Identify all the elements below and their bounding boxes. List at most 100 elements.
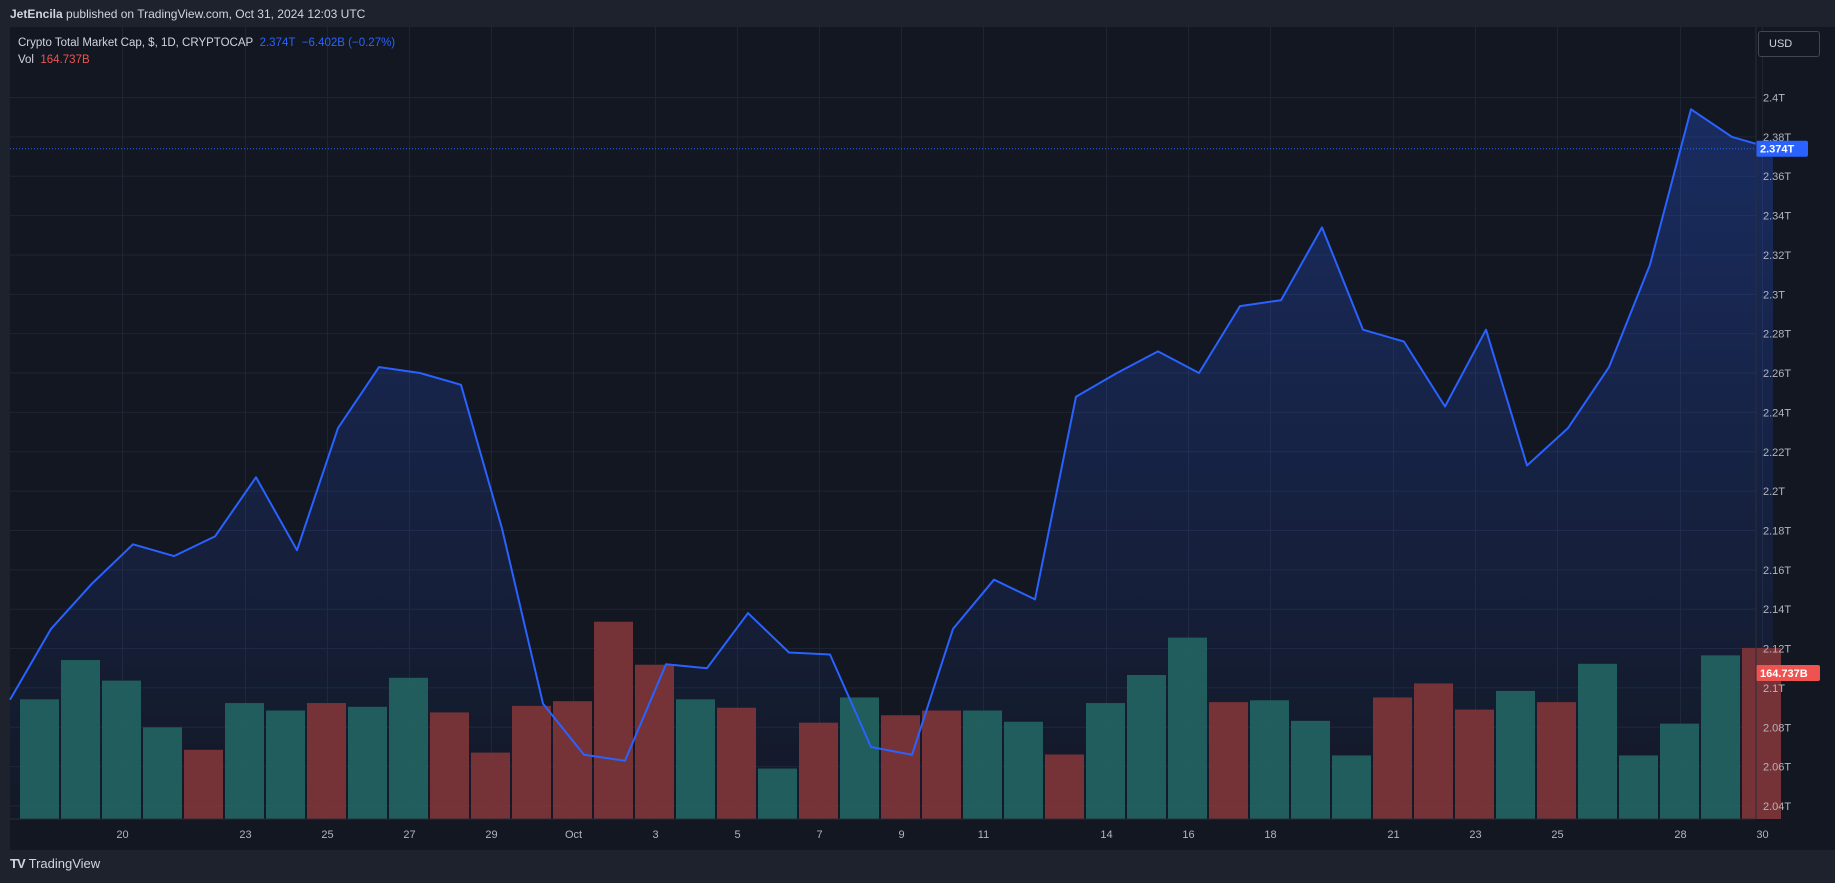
volume-bar [471, 752, 510, 819]
x-tick-label: 25 [1551, 829, 1563, 841]
x-tick-label: 20 [116, 829, 128, 841]
x-tick-label: 30 [1756, 829, 1768, 841]
y-tick-label: 2.32T [1763, 250, 1791, 262]
legend-change: −6.402B (−0.27%) [301, 37, 396, 49]
volume-bar [840, 697, 879, 819]
x-tick-label: 11 [978, 829, 989, 841]
x-tick-label: 3 [652, 829, 658, 841]
volume-bar [963, 710, 1002, 819]
legend-vol-label[interactable]: Vol [18, 54, 34, 66]
volume-bar [1086, 703, 1125, 819]
y-tick-label: 2.16T [1763, 565, 1791, 577]
y-tick-label: 2.14T [1763, 604, 1791, 616]
volume-bar [266, 710, 305, 819]
currency-button[interactable]: USD [1758, 31, 1820, 57]
legend-symbol[interactable]: Crypto Total Market Cap, $, 1D, CRYPTOCA… [18, 37, 254, 49]
last-price-badge [1756, 140, 1808, 157]
y-tick-label: 2.1T [1763, 683, 1785, 695]
time-scale[interactable] [10, 819, 1756, 850]
y-tick-label: 2.12T [1763, 644, 1791, 656]
y-tick-label: 2.34T [1763, 211, 1791, 223]
x-tick-label: 25 [321, 829, 333, 841]
volume-bar [1373, 697, 1412, 819]
chart-legend: Crypto Total Market Cap, $, 1D, CRYPTOCA… [18, 35, 395, 69]
x-tick-label: 28 [1674, 829, 1686, 841]
volume-bar [1168, 637, 1207, 819]
volume-bar [389, 677, 428, 819]
legend-last: 2.374T [259, 37, 296, 49]
volume-bar [1537, 702, 1576, 819]
volume-bar [1209, 702, 1248, 819]
volume-bar [430, 712, 469, 819]
published-text: published on TradingView.com, Oct 31, 20… [66, 7, 366, 21]
y-tick-label: 2.4T [1763, 93, 1785, 105]
volume-bar [1701, 655, 1740, 819]
volume-bar [717, 707, 756, 819]
volume-bar [143, 727, 182, 819]
volume-bar [922, 710, 961, 819]
x-tick-label: 16 [1182, 829, 1194, 841]
x-tick-label: 23 [1469, 829, 1481, 841]
volume-bar [635, 664, 674, 819]
x-tick-label: 14 [1100, 829, 1112, 841]
x-tick-label: 29 [485, 829, 497, 841]
volume-bar [1045, 754, 1084, 819]
volume-badge [1756, 665, 1820, 681]
top-bar: JetEncila published on TradingView.com, … [0, 0, 1835, 28]
y-tick-label: 2.26T [1763, 368, 1791, 380]
volume-bar [594, 621, 633, 819]
y-tick-label: 2.06T [1763, 762, 1791, 774]
volume-bar [881, 715, 920, 819]
volume-bar [1127, 675, 1166, 819]
x-tick-label: 7 [816, 829, 822, 841]
price-area-fill [10, 109, 1773, 820]
legend-vol-value: 164.737B [40, 54, 90, 66]
volume-badge-label: 164.737B [1760, 668, 1808, 680]
volume-bar [1660, 723, 1699, 819]
legend-vol-row: Vol 164.737B [18, 52, 395, 69]
y-tick-label: 2.22T [1763, 447, 1791, 459]
y-tick-label: 2.18T [1763, 525, 1791, 537]
volume-bar [799, 722, 838, 819]
volume-bar [758, 768, 797, 819]
volume-bar [1291, 720, 1330, 819]
footer-brand[interactable]: TV TradingView [10, 856, 100, 871]
legend-main-row: Crypto Total Market Cap, $, 1D, CRYPTOCA… [18, 35, 395, 52]
volume-bar [307, 703, 346, 819]
volume-bar [512, 705, 551, 819]
volume-bar [1619, 755, 1658, 819]
x-tick-label: 27 [403, 829, 415, 841]
brand-text: TradingView [28, 856, 101, 871]
y-tick-label: 2.36T [1763, 171, 1791, 183]
volume-bar [102, 680, 141, 819]
volume-bar [676, 699, 715, 819]
volume-bar [553, 701, 592, 819]
y-tick-label: 2.04T [1763, 801, 1791, 813]
author-name[interactable]: JetEncila [10, 7, 63, 21]
y-tick-label: 2.3T [1763, 289, 1785, 301]
x-tick-label: 9 [898, 829, 904, 841]
x-tick-label: Oct [565, 829, 582, 841]
y-tick-label: 2.08T [1763, 722, 1791, 734]
last-price-badge-label: 2.374T [1760, 144, 1795, 156]
x-tick-label: 23 [239, 829, 251, 841]
y-tick-label: 2.28T [1763, 329, 1791, 341]
volume-bar [1332, 755, 1371, 819]
volume-bar [1578, 663, 1617, 819]
tradingview-logo-icon: TV [10, 856, 26, 871]
volume-bar [225, 703, 264, 819]
volume-bar [348, 706, 387, 819]
x-tick-label: 5 [734, 829, 740, 841]
x-tick-label: 21 [1387, 829, 1399, 841]
volume-bar [1496, 690, 1535, 819]
volume-bar [1250, 700, 1289, 819]
published-caption: JetEncila published on TradingView.com, … [10, 7, 365, 21]
volume-bar [20, 699, 59, 819]
volume-bar [1414, 683, 1453, 819]
y-tick-label: 2.2T [1763, 486, 1785, 498]
volume-bar [61, 660, 100, 819]
volume-bar [184, 749, 223, 819]
volume-bar [1004, 721, 1043, 819]
y-tick-label: 2.24T [1763, 407, 1791, 419]
